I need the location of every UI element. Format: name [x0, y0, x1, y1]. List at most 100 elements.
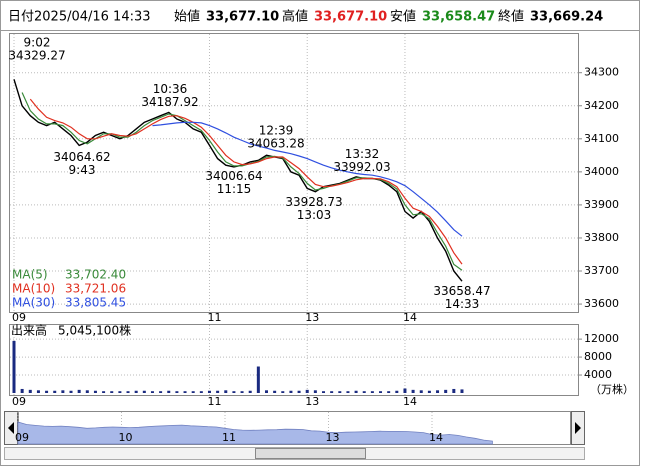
- x-tick-label: 10: [119, 431, 133, 444]
- x-tick-label: 13: [326, 431, 340, 444]
- y-tick-label: 34100: [584, 132, 619, 145]
- volume-bar: [322, 391, 326, 393]
- y-tick-label: 4000: [584, 368, 612, 381]
- legend-value: 33,702.40: [65, 268, 126, 282]
- scroll-thumb[interactable]: [255, 448, 366, 459]
- volume-bar: [338, 391, 342, 393]
- volume-bar: [69, 390, 73, 393]
- annotation-time: 13:03: [297, 208, 332, 222]
- header-value: 33,658.47: [422, 10, 495, 25]
- legend-label: MA(10): [12, 282, 55, 296]
- y-tick-label: 33900: [584, 198, 619, 211]
- volume-bar: [191, 391, 195, 393]
- volume-bar: [216, 390, 220, 393]
- x-tick-label: 11: [222, 431, 236, 444]
- annotation-time: 14:33: [445, 297, 480, 311]
- volume-bar: [273, 390, 277, 393]
- header-label: 始値: [174, 9, 200, 25]
- annotation-value: 33658.47: [433, 284, 490, 298]
- x-tick-label: 11: [207, 311, 221, 324]
- volume-bar: [199, 391, 203, 393]
- header-label: 高値: [282, 9, 308, 25]
- y-tick-label: 34000: [584, 165, 619, 178]
- arrow-icon: [8, 422, 14, 434]
- volume-bar: [248, 390, 252, 393]
- y-tick-label: 33700: [584, 264, 619, 277]
- header-bar: [0, 0, 640, 31]
- volume-bar: [264, 390, 268, 393]
- volume-bar: [61, 390, 65, 393]
- y-tick-label: 8000: [584, 350, 612, 363]
- legend-value: 33,805.45: [65, 296, 126, 310]
- x-tick-label: 09: [12, 311, 26, 324]
- volume-bar: [110, 391, 114, 393]
- volume-bar: [379, 391, 383, 393]
- y-tick-label: 34300: [584, 66, 619, 79]
- volume-bar: [53, 390, 57, 393]
- volume-bar: [427, 390, 431, 393]
- annotation-time: 13:32: [345, 147, 380, 161]
- annotation-value: 33928.73: [285, 195, 342, 209]
- x-tick-label: 11: [207, 395, 221, 408]
- header-label: 日付: [8, 10, 34, 25]
- volume-bar: [313, 390, 317, 393]
- annotation-value: 34187.92: [141, 95, 198, 109]
- legend-value: 33,721.06: [65, 282, 126, 296]
- annotation-value: 34063.28: [247, 136, 304, 150]
- volume-bar: [354, 390, 358, 393]
- volume-panel: [9, 324, 579, 396]
- annotation-value: 34064.62: [53, 150, 110, 164]
- volume-bar: [346, 391, 350, 393]
- y-tick-label: 33800: [584, 231, 619, 244]
- volume-bar: [240, 391, 244, 393]
- volume-bar: [159, 391, 163, 393]
- header-label: 終値: [498, 9, 524, 25]
- annotation-time: 11:15: [217, 182, 252, 196]
- annotation-time: 9:43: [69, 163, 96, 177]
- volume-bar: [118, 391, 122, 393]
- annotation-time: 10:36: [153, 82, 188, 96]
- volume-bar: [403, 388, 407, 393]
- frame: [0, 0, 640, 466]
- legend-label: MA(5): [12, 268, 48, 282]
- volume-bar: [305, 389, 309, 393]
- volume-bar: [12, 340, 16, 393]
- y-tick-label: 12000: [584, 332, 619, 345]
- volume-bar: [387, 391, 391, 393]
- volume-bar: [175, 391, 179, 393]
- header-value: 33,677.10: [206, 10, 279, 25]
- header-value: 33,669.24: [530, 10, 603, 25]
- x-tick-label: 14: [429, 431, 443, 444]
- annotation-value: 34329.27: [8, 49, 65, 63]
- volume-bar: [444, 389, 448, 393]
- y-tick-label: 34200: [584, 99, 619, 112]
- volume-bar: [150, 391, 154, 393]
- volume-bar: [142, 390, 146, 393]
- volume-bar: [77, 389, 81, 393]
- arrow-icon: [575, 422, 581, 434]
- volume-bar: [20, 388, 24, 393]
- annotation-time: 12:39: [259, 123, 294, 137]
- y-tick-label: 33600: [584, 297, 619, 310]
- volume-bar: [183, 391, 187, 393]
- x-tick-label: 13: [305, 311, 319, 324]
- volume-bar: [460, 389, 464, 393]
- volume-bar: [297, 390, 301, 393]
- volume-unit: （万株）: [590, 382, 634, 396]
- volume-bar: [93, 390, 97, 393]
- x-tick-label: 14: [403, 311, 417, 324]
- volume-bar: [207, 390, 211, 393]
- volume-bar: [232, 391, 236, 393]
- ma-line: [29, 98, 463, 265]
- volume-bar: [419, 390, 423, 393]
- volume-bar: [224, 390, 228, 393]
- header-value: 33,677.10: [314, 10, 387, 25]
- volume-bar: [36, 390, 40, 393]
- volume-bar: [436, 390, 440, 393]
- volume-bar: [411, 389, 415, 393]
- x-tick-label: 14: [403, 395, 417, 408]
- volume-bar: [256, 366, 260, 393]
- volume-bar: [85, 390, 89, 393]
